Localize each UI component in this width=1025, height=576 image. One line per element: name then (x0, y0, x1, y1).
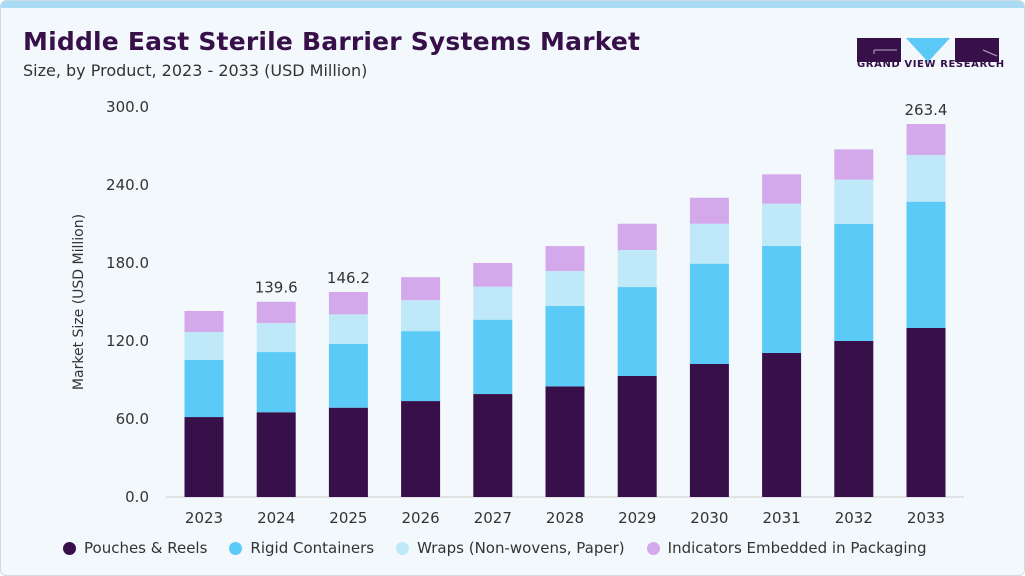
bar-segment-2032-2 (834, 179, 874, 224)
bar-segment-2031-2 (762, 203, 802, 246)
legend-swatch-icon (229, 541, 243, 555)
bar-segment-2028-3 (545, 246, 585, 272)
bar-segment-2027-0 (473, 394, 513, 497)
bar-segment-2028-1 (545, 306, 585, 387)
legend-label: Rigid Containers (250, 539, 375, 557)
x-tick-label: 2025 (329, 509, 367, 527)
x-tick-label: 2029 (618, 509, 656, 527)
bar-segment-2024-1 (256, 352, 296, 413)
bar-segment-2027-1 (473, 319, 513, 395)
bar-segment-2028-0 (545, 386, 585, 497)
bar-segment-2033-0 (906, 328, 946, 497)
bar-segment-2025-1 (328, 343, 368, 408)
x-tick-label: 2027 (474, 509, 512, 527)
grand-view-research-logo (857, 38, 999, 62)
bar-segment-2033-2 (906, 154, 946, 202)
bar-segment-2025-3 (328, 291, 368, 315)
bar-segment-2030-3 (689, 197, 729, 224)
bar-segment-2031-3 (762, 174, 802, 204)
legend-item: Indicators Embedded in Packaging (646, 539, 927, 557)
bar-segment-2027-3 (473, 263, 513, 287)
bar-segment-2028-2 (545, 271, 585, 307)
x-tick-label: 2028 (546, 509, 584, 527)
bar-segment-2029-0 (617, 375, 657, 497)
logo-text: GRAND VIEW RESEARCH (857, 59, 1005, 70)
bar-segment-2023-1 (184, 359, 224, 418)
legend-swatch-icon (63, 541, 76, 555)
y-tick-label: 60.0 (116, 410, 149, 428)
bar-segment-2023-2 (184, 332, 224, 360)
x-tick-label: 2032 (835, 509, 873, 527)
y-tick-label: 120.0 (106, 332, 149, 350)
y-tick-label: 240.0 (106, 176, 149, 194)
bar-segment-2026-3 (401, 277, 441, 301)
legend: Pouches & Reels Rigid Containers Wraps (No… (63, 539, 927, 557)
legend-swatch-icon (646, 541, 660, 555)
chart-subtitle: Size, by Product, 2023 - 2033 (USD Milli… (23, 61, 368, 80)
bar-segment-2031-0 (762, 352, 802, 497)
bar-segment-2026-2 (401, 300, 441, 332)
legend-swatch-icon (396, 541, 410, 555)
data-label: 263.4 (905, 101, 948, 119)
bar-segment-2024-3 (256, 301, 296, 324)
x-tick-label: 2024 (257, 509, 295, 527)
x-tick-label: 2031 (763, 509, 801, 527)
bar-segment-2032-0 (834, 341, 874, 497)
legend-label: Pouches & Reels (84, 539, 208, 557)
x-tick-label: 2026 (402, 509, 440, 527)
bar-segment-2033-3 (906, 124, 946, 155)
data-label: 146.2 (327, 269, 370, 287)
legend-label: Wraps (Non-wovens, Paper) (417, 539, 625, 557)
bar-segment-2031-1 (762, 245, 802, 353)
chart-title: Middle East Sterile Barrier Systems Mark… (23, 27, 641, 56)
bar-segment-2026-0 (401, 401, 441, 497)
legend-item: Rigid Containers (229, 539, 374, 557)
bar-segment-2026-1 (401, 331, 441, 402)
bar-segment-2029-1 (617, 287, 657, 376)
bar-segment-2033-1 (906, 201, 946, 328)
x-tick-label: 2023 (185, 509, 223, 527)
x-tick-label: 2033 (907, 509, 945, 527)
bar-segment-2027-2 (473, 286, 513, 320)
bar-segment-2023-0 (184, 417, 224, 497)
bar-segment-2032-3 (834, 149, 874, 180)
legend-item: Wraps (Non-wovens, Paper) (396, 539, 625, 557)
bar-segment-2030-2 (689, 223, 729, 264)
y-tick-label: 300.0 (106, 98, 149, 116)
legend-label: Indicators Embedded in Packaging (667, 539, 927, 557)
bar-segment-2024-0 (256, 412, 296, 497)
bar-segment-2023-3 (184, 310, 224, 333)
x-tick-label: 2030 (690, 509, 728, 527)
bar-segment-2030-1 (689, 263, 729, 365)
bar-segment-2030-0 (689, 364, 729, 497)
y-tick-label: 0.0 (125, 488, 149, 506)
bar-segment-2029-3 (617, 223, 657, 250)
bar-segment-2029-2 (617, 250, 657, 288)
top-accent-bar (1, 1, 1024, 8)
y-axis-label: Market Size (USD Million) (71, 214, 87, 390)
y-tick-label: 180.0 (106, 254, 149, 272)
legend-item: Pouches & Reels (63, 539, 207, 557)
bar-segment-2025-2 (328, 314, 368, 344)
bar-segment-2032-1 (834, 224, 874, 341)
data-label: 139.6 (255, 279, 298, 297)
bar-segment-2024-2 (256, 323, 296, 353)
bar-segment-2025-0 (328, 407, 368, 497)
